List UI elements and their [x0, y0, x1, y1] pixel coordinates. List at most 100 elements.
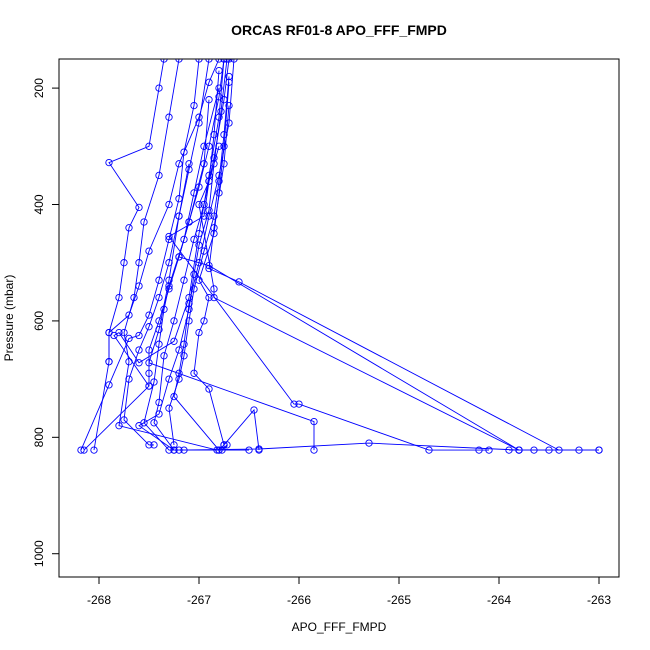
data-point: [165, 200, 173, 209]
series-line: [138, 59, 228, 451]
data-point: [205, 59, 213, 63]
data-point: [200, 200, 208, 209]
series-line: [193, 82, 230, 446]
data-point: [195, 200, 203, 209]
data-point: [125, 311, 133, 319]
data-point: [180, 235, 188, 244]
data-point: [555, 446, 563, 454]
data-point: [515, 446, 523, 454]
data-point: [125, 224, 133, 232]
data-point: [140, 218, 148, 226]
data-point: [160, 352, 168, 360]
data-point: [145, 359, 153, 367]
data-point: [310, 446, 318, 454]
data-point: [205, 293, 213, 302]
data-point: [155, 276, 163, 284]
data-point: [200, 247, 208, 255]
data-point: [175, 160, 183, 168]
data-point: [220, 131, 228, 139]
data-point: [195, 241, 203, 249]
data-point: [205, 171, 213, 180]
data-point: [215, 177, 223, 185]
data-point: [120, 328, 128, 337]
data-point: [170, 317, 178, 325]
data-point: [185, 165, 193, 174]
data-point: [215, 66, 223, 75]
data-point: [165, 259, 173, 267]
data-point: [217, 107, 225, 116]
data-point: [225, 72, 233, 81]
data-point: [200, 317, 208, 325]
x-tick-label: -265: [387, 593, 411, 607]
data-point: [80, 446, 88, 454]
data-point: [213, 446, 221, 454]
y-tick-label: 200: [32, 78, 46, 98]
data-point: [485, 446, 493, 454]
series-line: [208, 105, 599, 451]
y-tick-label: 1000: [32, 540, 46, 567]
data-point: [223, 59, 231, 63]
series-line: [178, 146, 520, 451]
data-point: [160, 59, 168, 63]
data-point: [210, 131, 218, 139]
data-point: [145, 441, 153, 449]
series-line: [83, 59, 225, 451]
data-point: [290, 400, 298, 408]
data-point: [135, 331, 143, 340]
data-point: [120, 259, 128, 267]
data-point: [105, 358, 113, 366]
data-point: [190, 235, 198, 244]
data-point: [250, 406, 258, 414]
data-point: [190, 189, 198, 197]
data-point: [530, 446, 538, 454]
series-line: [168, 70, 489, 451]
data-point: [175, 369, 183, 377]
data-point: [195, 119, 203, 127]
data-point: [145, 369, 153, 377]
data-point: [475, 446, 483, 454]
data-point: [180, 148, 188, 156]
data-point: [120, 416, 128, 424]
data-point: [205, 264, 213, 273]
data-point: [115, 422, 123, 430]
data-point: [145, 346, 153, 354]
chart-title: ORCAS RF01-8 APO_FFF_FMPD: [231, 22, 447, 38]
series-line: [148, 163, 315, 451]
data-point: [190, 369, 198, 377]
data-point: [218, 446, 226, 454]
data-point: [200, 142, 208, 150]
data-point: [135, 422, 143, 430]
data-point: [235, 278, 243, 286]
data-point: [190, 285, 198, 293]
data-point: [90, 446, 98, 454]
data-point: [210, 160, 218, 168]
data-point: [210, 293, 218, 302]
data-point: [225, 59, 233, 63]
data-point: [200, 160, 208, 168]
data-point: [170, 337, 178, 345]
data-point: [215, 59, 223, 63]
data-point: [205, 385, 213, 393]
series-line: [153, 59, 249, 451]
x-axis-label: APO_FFF_FMPD: [292, 620, 387, 634]
x-tick-label: -264: [487, 593, 511, 607]
series-line: [118, 59, 228, 451]
data-point: [220, 59, 228, 63]
data-point: [255, 445, 263, 453]
data-point: [190, 101, 198, 110]
data-point: [185, 218, 193, 226]
data-point: [77, 446, 85, 454]
data-point: [195, 59, 203, 63]
data-point: [180, 352, 188, 360]
x-tick-label: -268: [87, 593, 111, 607]
data-point: [185, 160, 193, 168]
series-line: [143, 87, 220, 451]
data-point: [145, 382, 153, 390]
data-point: [205, 206, 213, 214]
data-point: [165, 113, 173, 121]
x-tick-label: -266: [287, 593, 311, 607]
data-point: [210, 285, 218, 293]
data-point: [165, 282, 173, 290]
data-point: [155, 410, 163, 418]
data-point: [155, 84, 163, 92]
